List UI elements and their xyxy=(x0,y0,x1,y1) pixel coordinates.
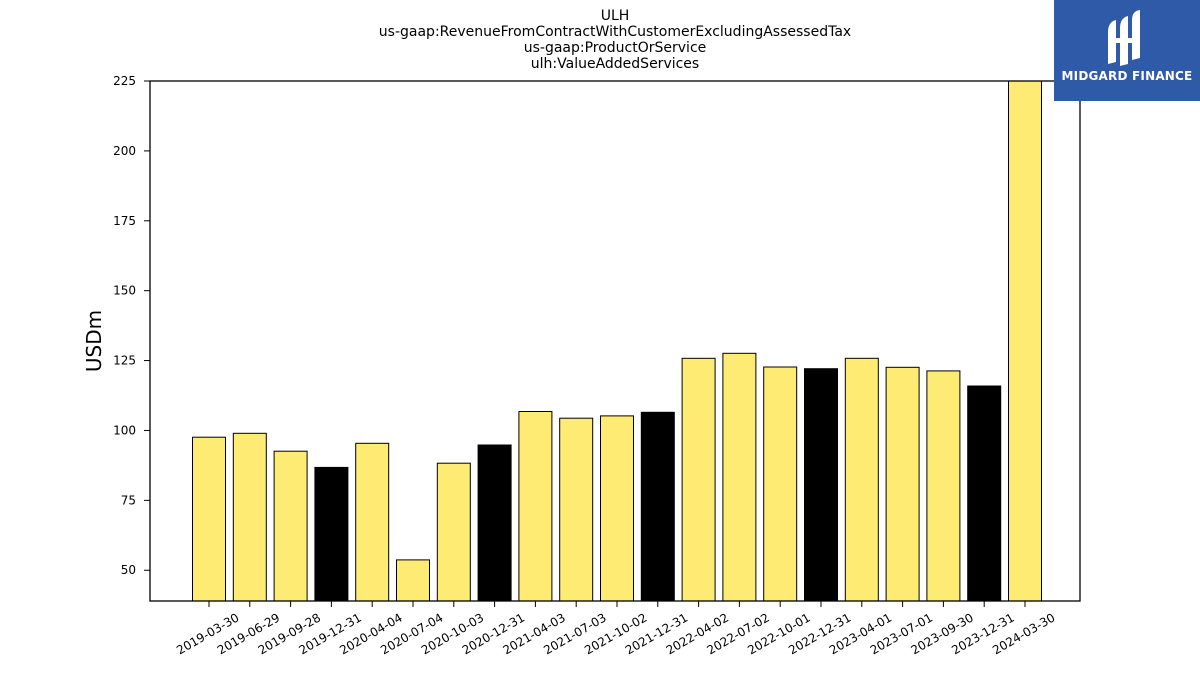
bar-2023-12-31 xyxy=(967,385,1002,602)
y-axis-label: USDm xyxy=(82,310,106,372)
bar-2023-09-30 xyxy=(926,370,961,602)
chart-title-ticker: ULH xyxy=(600,8,630,24)
chart-title-member: ulh:ValueAddedServices xyxy=(530,56,700,72)
chart-title-axis: us-gaap:ProductOrService xyxy=(523,40,707,56)
midgard-logo-icon xyxy=(1108,10,1140,66)
y-tick-label: 175 xyxy=(113,214,136,228)
y-tick-label: 50 xyxy=(121,563,136,577)
bar-2019-06-29 xyxy=(232,432,267,602)
bar-2019-03-30 xyxy=(192,436,226,602)
midgard-finance-logo: MIDGARD FINANCE xyxy=(1054,0,1200,101)
bar-2020-04-04 xyxy=(355,442,390,602)
y-tick-label: 100 xyxy=(113,423,136,437)
logo-text: MIDGARD FINANCE xyxy=(1061,69,1193,83)
bar-2019-12-31 xyxy=(314,466,349,602)
bar-2022-04-02 xyxy=(681,357,716,602)
bar-2019-09-28 xyxy=(273,450,308,602)
bar-2024-03-30 xyxy=(1008,80,1042,602)
y-tick-label: 225 xyxy=(113,74,136,88)
bar-2023-07-01 xyxy=(885,366,920,602)
bar-2022-12-31 xyxy=(804,368,838,602)
bar-2022-07-02 xyxy=(722,352,757,602)
chart-title-concept: us-gaap:RevenueFromContractWithCustomerE… xyxy=(378,24,852,40)
bar-2021-10-02 xyxy=(600,415,634,602)
y-tick-label: 75 xyxy=(121,493,136,507)
bar-2021-12-31 xyxy=(640,411,675,602)
bar-2023-04-01 xyxy=(844,357,879,602)
bar-2020-07-04 xyxy=(396,559,430,602)
bar-2021-07-03 xyxy=(559,417,594,602)
y-tick-label: 200 xyxy=(113,144,136,158)
plot-frame xyxy=(149,80,1081,602)
bar-2021-04-03 xyxy=(518,411,553,602)
y-tick-label: 125 xyxy=(113,354,136,368)
bar-2020-10-03 xyxy=(436,462,471,602)
y-tick-label: 150 xyxy=(113,284,136,298)
bar-2022-10-01 xyxy=(763,366,798,602)
bar-2020-12-31 xyxy=(477,444,512,602)
